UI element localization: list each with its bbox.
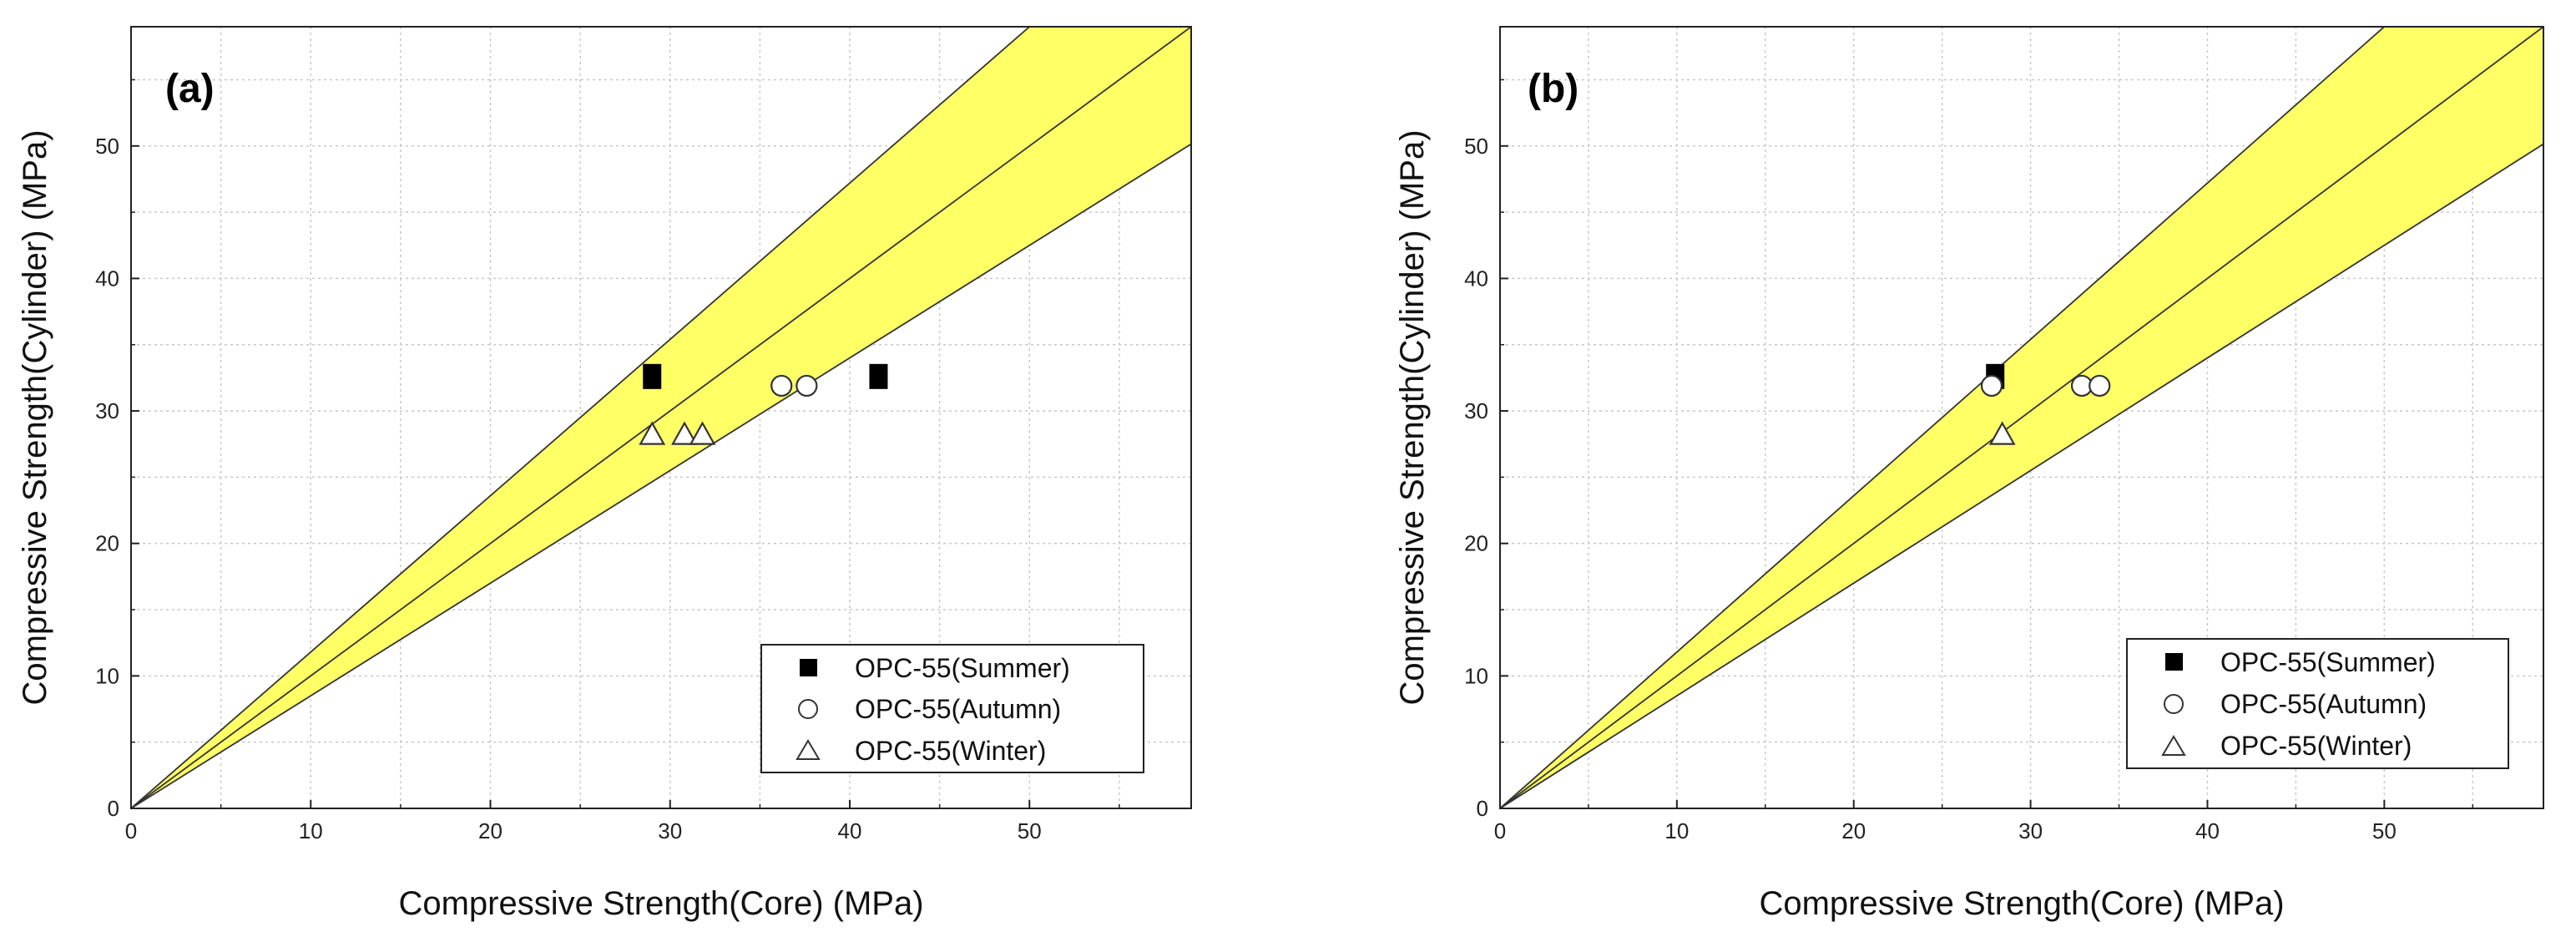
axis-ticks: 0 10 20 30 40 50 0 10 20 30 40 50 [95,79,1120,843]
legend-triangle-marker [2161,735,2186,756]
x-tick-label: 0 [1494,818,1506,843]
data-point-autumn [770,374,793,398]
x-tick-label: 30 [658,818,682,843]
legend: OPC-55(Summer) OPC-55(Autumn) OPC-55(Win… [760,644,1144,773]
legend-label-autumn: OPC-55(Autumn) [855,694,1061,724]
legend-label-summer: OPC-55(Summer) [855,653,1070,683]
y-axis-title: Compressive Strength(Cylinder) (MPa) [17,129,53,705]
data-point-summer [869,363,888,389]
panel-label: (a) [165,67,215,111]
legend-label-winter: OPC-55(Winter) [2220,731,2412,761]
data-point-winter [671,421,698,445]
plot-frame [130,26,1192,809]
legend: OPC-55(Summer) OPC-55(Autumn) OPC-55(Win… [2126,638,2509,769]
y-tick-label: 40 [95,266,119,291]
x-tick-label: 20 [478,818,503,843]
legend-box [2126,638,2509,769]
y-tick-label: 50 [95,134,119,159]
y-tick-label: 10 [1464,663,1488,688]
legend-circle-marker [2164,694,2184,714]
legend-label-winter: OPC-55(Winter) [855,736,1046,766]
data-point-winter [1988,421,2016,445]
x-tick-label: 50 [1018,818,1042,843]
data-point-summer [643,363,662,389]
legend-square-marker [2165,653,2183,671]
x-tick-label: 30 [2018,818,2043,843]
data-point-autumn [796,374,818,398]
x-tick-label: 40 [2195,818,2220,843]
x-axis-title: Compressive Strength(Core) (MPa) [398,885,923,922]
data-point-autumn [1980,374,2003,398]
panel-label: (b) [1528,67,1578,111]
band-line-upper [131,27,1031,808]
band-line-lower [1500,143,2543,808]
y-axis-title: Compressive Strength(Cylinder) (MPa) [1394,129,1431,705]
x-axis-title: Compressive Strength(Core) (MPa) [1759,885,2284,922]
plot-frame [1499,26,2544,809]
legend-box [760,644,1144,773]
data-points [639,363,888,445]
y-tick-label: 10 [95,663,119,688]
band-line-center [131,27,1191,808]
y-tick-label: 50 [1464,134,1488,159]
x-tick-label: 40 [838,818,862,843]
band-line-upper [1500,27,2386,808]
legend-triangle-marker [796,739,821,760]
legend-square-marker [800,659,817,676]
data-point-winter [689,421,716,445]
legend-circle-marker [798,699,818,719]
x-tick-label: 10 [299,818,323,843]
y-tick-label: 30 [1464,398,1488,423]
y-tick-label: 0 [1477,796,1488,821]
x-tick-label: 0 [125,818,137,843]
chart-panel-a: 0 10 20 30 40 50 0 10 20 30 40 50 (a) Compressive S… [17,26,1192,922]
x-tick-label: 10 [1664,818,1689,843]
legend-label-autumn: OPC-55(Autumn) [2220,689,2427,719]
axis-ticks: 0 10 20 30 40 50 0 10 20 30 40 50 [1464,79,2474,843]
x-tick-label: 50 [2372,818,2397,843]
tolerance-band [1500,27,2543,808]
y-tick-label: 0 [108,796,119,821]
legend-label-summer: OPC-55(Summer) [2220,647,2436,677]
band-line-lower [131,143,1191,808]
tolerance-band [131,27,1191,808]
y-tick-label: 40 [1464,266,1488,291]
y-tick-label: 20 [95,531,119,556]
data-point-winter [639,421,666,445]
y-tick-label: 30 [95,398,119,423]
data-points [1980,363,2111,445]
band-line-center [1500,27,2543,808]
chart-panel-b: 0 10 20 30 40 50 0 10 20 30 40 50 (b) Compressive S… [1394,26,2544,922]
y-tick-label: 20 [1464,531,1488,556]
data-point-autumn [2089,374,2111,398]
x-tick-label: 20 [1841,818,1866,843]
